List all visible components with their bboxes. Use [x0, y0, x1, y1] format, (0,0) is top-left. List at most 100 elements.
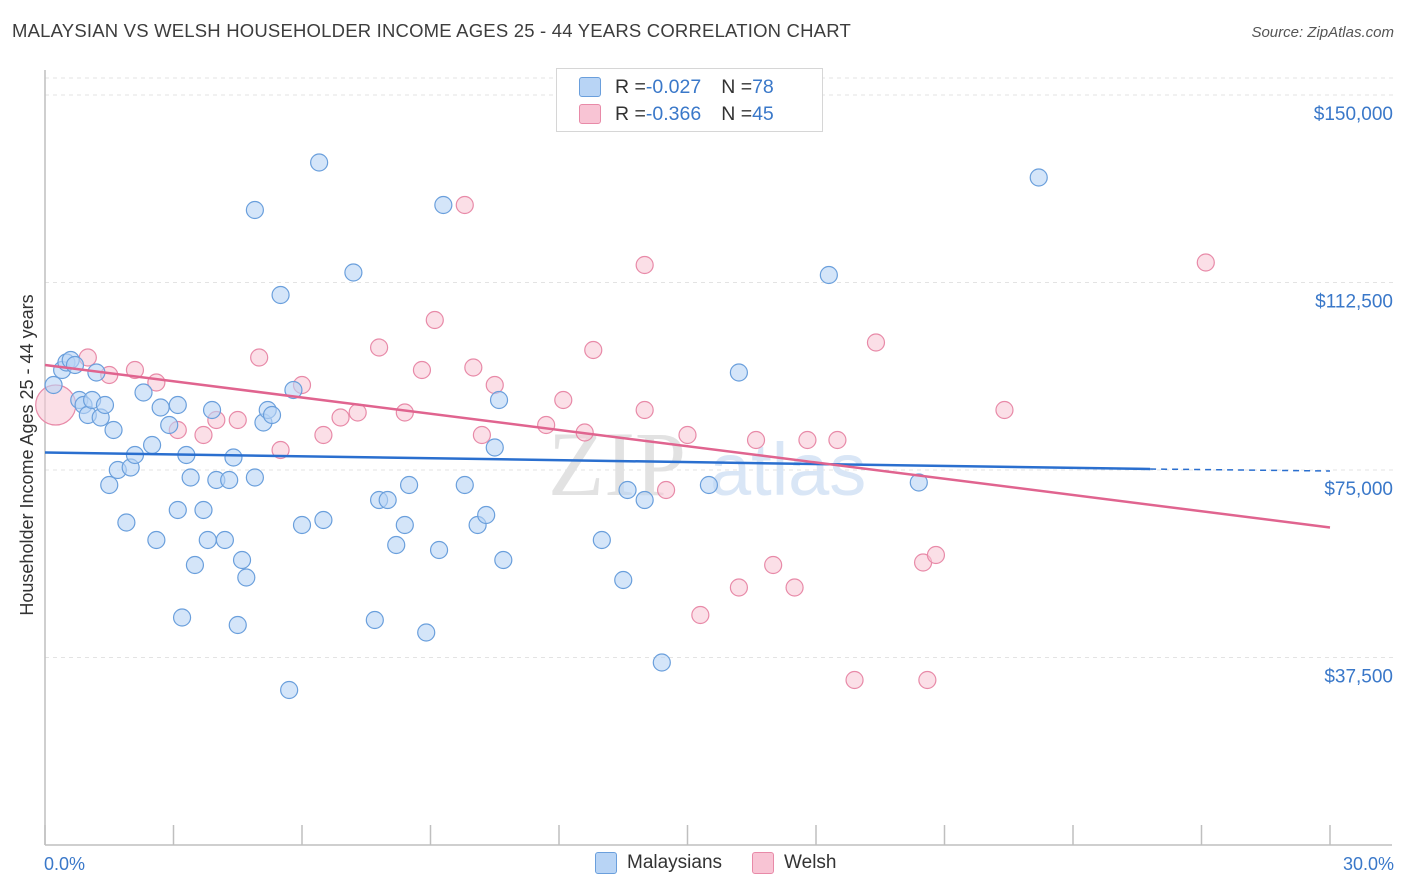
malaysian-point [729, 363, 749, 382]
chart-title: MALAYSIAN VS WELSH HOUSEHOLDER INCOME AG… [12, 20, 851, 41]
malaysian-point [489, 390, 509, 410]
malaysian-point [314, 510, 333, 530]
welsh-trendline [44, 363, 1331, 529]
welsh-swatch [579, 104, 601, 124]
legend-label-welsh: Welsh [784, 852, 837, 873]
malaysian-point [280, 680, 299, 700]
welsh-point [464, 358, 483, 377]
y-tick-label: $37,500 [1324, 667, 1393, 688]
legend-row-malaysians: R = -0.027 N = 78 [579, 75, 774, 99]
malaysian-point [228, 615, 247, 635]
malaysian-point [65, 355, 85, 375]
malaysian-point [592, 530, 611, 550]
malaysian-point [215, 530, 234, 550]
malaysian-point [365, 610, 384, 630]
malaysian-point [168, 500, 187, 520]
y-tick-label: $150,000 [1314, 104, 1393, 125]
legend-n-label: N = [721, 102, 753, 125]
welsh-point [995, 400, 1014, 420]
welsh-point [635, 400, 654, 420]
malaysian-point [494, 550, 513, 570]
malaysian-point [819, 265, 838, 285]
legend-item-welsh[interactable]: Welsh [752, 852, 837, 874]
malaysian-point [134, 383, 153, 402]
malaysian-point [220, 470, 239, 490]
malaysian-point [618, 480, 637, 500]
malaysian-point [429, 540, 449, 560]
malaysian-point [485, 438, 504, 457]
welsh-point [370, 338, 389, 357]
malaysian-point [151, 398, 170, 417]
malaysian-point [224, 448, 243, 467]
malaysian-point [271, 285, 290, 305]
welsh-point [918, 670, 937, 690]
welsh-point [828, 430, 847, 450]
legend-n-value: 45 [752, 102, 774, 125]
malaysian-point [344, 263, 363, 282]
welsh-point [412, 360, 432, 380]
y-axis-label: Householder Income Ages 25 - 44 years [17, 294, 37, 615]
malaysian-point [194, 500, 213, 520]
welsh-point [472, 425, 491, 445]
stats-legend: R = -0.027 N = 78 R = -0.366 N = 45 [556, 68, 823, 132]
welsh-point [798, 430, 817, 450]
welsh-point [271, 440, 290, 460]
malaysian-point [160, 415, 179, 435]
legend-item-malaysians[interactable]: Malaysians [595, 852, 722, 874]
malaysian-point [232, 550, 252, 570]
welsh-point [926, 545, 946, 565]
malaysian-point [100, 475, 119, 495]
welsh-point [764, 555, 783, 575]
welsh-point [125, 360, 145, 380]
malaysian-point [417, 623, 436, 642]
welsh-point [845, 670, 864, 690]
malaysian-legend-swatch [595, 852, 617, 874]
welsh-point [485, 375, 504, 395]
malaysian-point [168, 395, 187, 415]
malaysian-point [395, 515, 414, 535]
welsh-point [1196, 253, 1215, 272]
tick-labels: $37,500 $75,000 $112,500 $150,000 0.0% 30.0% [44, 104, 1394, 874]
legend-label-malaysians: Malaysians [627, 852, 723, 873]
welsh-point [866, 333, 886, 352]
welsh-point [656, 480, 676, 500]
malaysian-point [185, 555, 205, 575]
malaysian-trendline-extension [1150, 468, 1331, 472]
welsh-point [194, 425, 213, 445]
welsh-point [746, 430, 766, 450]
legend-r-value: -0.027 [645, 75, 702, 98]
malaysian-point [434, 195, 453, 215]
malaysian-point [699, 475, 719, 495]
malaysian-point [477, 505, 496, 525]
malaysian-point [95, 395, 115, 415]
malaysian-point [635, 490, 654, 510]
malaysian-point [455, 475, 474, 495]
malaysian-point [245, 200, 264, 220]
welsh-point [537, 415, 556, 435]
welsh-point [554, 390, 573, 410]
welsh-point [331, 408, 350, 427]
welsh-series [35, 195, 1215, 690]
welsh-point [250, 348, 269, 367]
malaysian-point [142, 435, 162, 455]
malaysian-point [909, 473, 928, 492]
malaysian-point [245, 468, 264, 487]
malaysian-point [198, 530, 217, 550]
malaysian-point [399, 475, 419, 495]
source-credit: Source: ZipAtlas.com [1251, 24, 1394, 41]
legend-r-value: -0.366 [645, 102, 702, 125]
malaysian-point [614, 570, 633, 590]
x-tick-label: 30.0% [1343, 854, 1394, 874]
malaysian-trendline [44, 451, 1151, 471]
malaysian-point [652, 653, 671, 672]
legend-r-label: R = [615, 75, 646, 98]
malaysian-swatch [579, 77, 601, 97]
series-legend: Malaysians Welsh [595, 852, 867, 874]
welsh-point [584, 340, 603, 360]
trend-lines [44, 363, 1331, 529]
malaysian-point [1029, 168, 1048, 187]
welsh-point [678, 425, 697, 445]
malaysian-point [117, 513, 136, 532]
malaysian-point [172, 608, 192, 627]
